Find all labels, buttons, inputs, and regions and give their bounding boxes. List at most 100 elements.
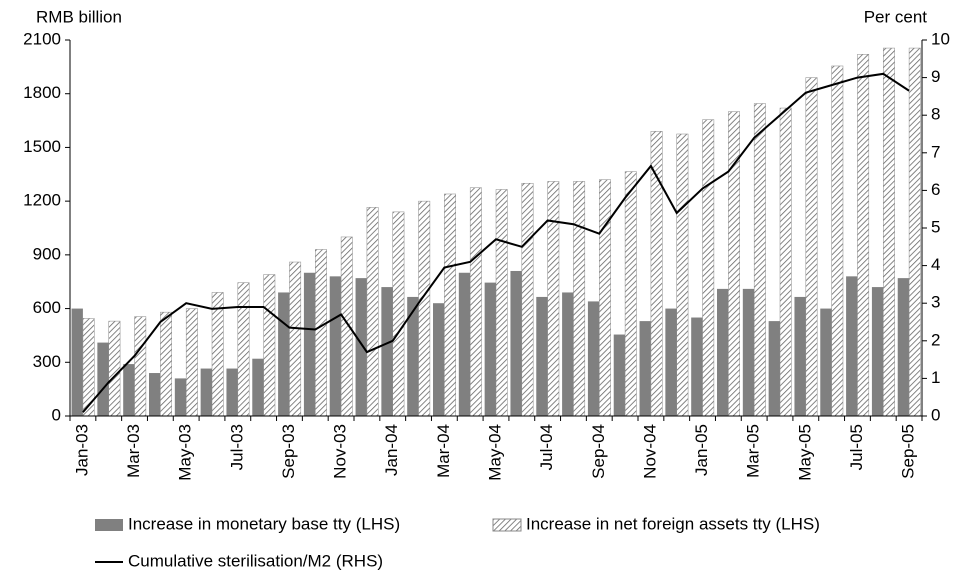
x-tick-label: Jan-03	[72, 424, 91, 476]
bar	[820, 308, 832, 416]
x-tick-label: Sep-04	[589, 424, 608, 479]
bar	[211, 292, 224, 417]
y2-tick-label: 1	[931, 368, 940, 387]
bar	[200, 368, 212, 416]
bar	[149, 373, 161, 416]
bar	[613, 334, 626, 416]
bar	[303, 272, 316, 416]
bar	[599, 179, 611, 417]
bar	[573, 181, 586, 417]
y2-tick-label: 6	[931, 180, 940, 199]
bar	[702, 119, 715, 417]
x-tick-label: May-03	[176, 424, 195, 481]
bar	[857, 54, 870, 417]
bar	[484, 282, 496, 416]
x-tick-label: Nov-04	[640, 424, 659, 479]
x-tick-label: Jan-05	[692, 424, 711, 476]
bar	[742, 288, 755, 416]
bar	[717, 288, 729, 416]
y2-tick-label: 9	[931, 67, 940, 86]
line	[82, 72, 910, 413]
bar	[547, 181, 560, 417]
bar	[676, 133, 689, 417]
bar	[252, 358, 264, 416]
bar	[897, 278, 910, 416]
bar	[174, 378, 187, 416]
bar	[444, 193, 456, 417]
bar	[779, 107, 792, 417]
x-tick-label: May-05	[795, 424, 814, 481]
bar	[831, 65, 844, 417]
bar	[495, 189, 508, 417]
legend-label: Increase in net foreign assets tty (LHS)	[526, 514, 820, 533]
bar	[315, 249, 327, 417]
x-tick-label: Jul-03	[227, 424, 246, 470]
y-tick-label: 2100	[23, 29, 61, 48]
bar	[278, 292, 290, 416]
x-tick-label: Jul-04	[537, 424, 556, 470]
bar	[71, 308, 83, 416]
y2-tick-label: 4	[931, 255, 940, 274]
bar	[418, 200, 431, 417]
bar	[639, 321, 651, 416]
bar	[185, 308, 198, 417]
bar	[329, 276, 342, 416]
bar	[587, 301, 600, 416]
bar	[624, 171, 637, 417]
bar	[805, 77, 818, 417]
bar	[458, 272, 471, 416]
bar	[289, 261, 302, 417]
y-tick-label: 1200	[23, 191, 61, 210]
bar	[521, 182, 534, 417]
bar	[263, 274, 276, 417]
y-axis-title: RMB billion	[36, 7, 122, 26]
bar	[883, 47, 895, 417]
x-tick-label: May-04	[485, 424, 504, 481]
y2-tick-label: 8	[931, 105, 940, 124]
y2-tick-label: 0	[931, 405, 940, 424]
bar	[753, 103, 766, 417]
x-tick-label: Nov-03	[331, 424, 350, 479]
bar	[108, 320, 121, 417]
legend-swatch	[492, 518, 522, 532]
bar	[392, 211, 405, 417]
y-tick-label: 1500	[23, 137, 61, 156]
y-tick-label: 300	[33, 352, 61, 371]
x-tick-label: Mar-05	[744, 424, 763, 478]
bar	[134, 316, 147, 417]
bar	[97, 342, 109, 416]
y2-axis-title: Per cent	[864, 7, 928, 26]
bar	[650, 131, 663, 417]
x-tick-label: Mar-04	[434, 424, 453, 478]
bar	[665, 308, 677, 416]
bar	[407, 296, 419, 416]
legend-label: Increase in monetary base tty (LHS)	[128, 514, 400, 533]
legend-swatch	[95, 519, 123, 531]
y-tick-label: 600	[33, 298, 61, 317]
bar	[226, 368, 238, 416]
x-tick-label: Sep-03	[279, 424, 298, 479]
bar	[871, 287, 884, 416]
bar	[160, 311, 172, 417]
bar	[355, 278, 367, 416]
y-tick-label: 1800	[23, 83, 61, 102]
y-tick-label: 900	[33, 244, 61, 263]
bar	[691, 317, 703, 416]
legend-label: Cumulative sterilisation/M2 (RHS)	[128, 551, 383, 570]
bar	[536, 296, 548, 416]
bar	[908, 47, 921, 417]
y2-tick-label: 7	[931, 142, 940, 161]
bar	[237, 282, 250, 417]
x-tick-label: Mar-03	[124, 424, 143, 478]
bar	[728, 111, 740, 417]
y2-tick-label: 3	[931, 293, 940, 312]
bar	[562, 292, 574, 416]
bar	[469, 187, 482, 417]
y2-tick-label: 10	[931, 29, 950, 48]
bar	[794, 296, 806, 416]
y2-tick-label: 5	[931, 217, 940, 236]
x-tick-label: Sep-05	[899, 424, 918, 479]
bar	[510, 270, 522, 416]
x-tick-label: Jul-05	[847, 424, 866, 470]
